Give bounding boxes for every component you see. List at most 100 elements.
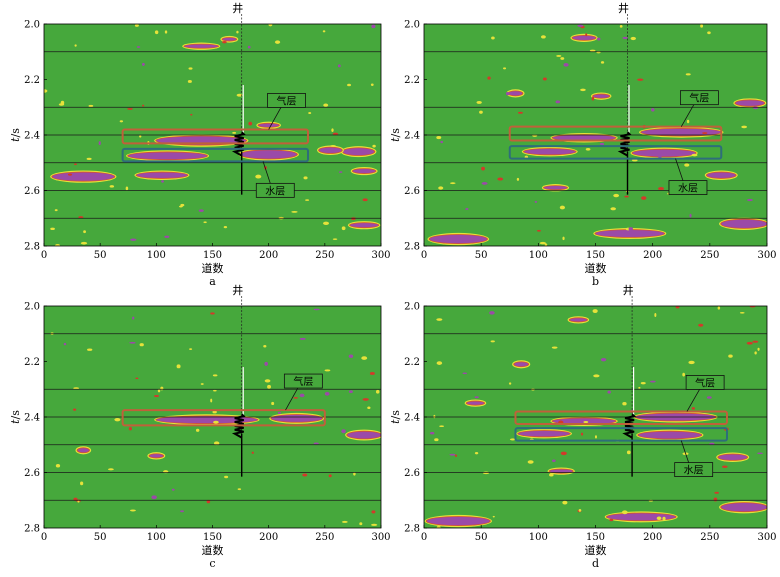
speckle — [624, 195, 629, 198]
callout-leader — [686, 388, 701, 412]
speckle — [128, 426, 132, 431]
speckle — [628, 227, 634, 231]
y-tick-label: 2.2 — [404, 75, 420, 86]
speckle — [77, 500, 80, 503]
x-tick-label: 100 — [529, 250, 548, 261]
speckle — [702, 132, 708, 134]
speckle — [662, 516, 666, 521]
speckle — [505, 92, 510, 96]
x-axis-label: 道数 — [585, 543, 607, 557]
speckle — [544, 243, 548, 246]
speckle — [691, 153, 698, 157]
speckle — [436, 525, 441, 528]
speckle — [436, 318, 443, 321]
speckle — [271, 401, 275, 406]
x-axis-label: 道数 — [585, 261, 607, 275]
anomaly — [552, 135, 616, 141]
speckle — [187, 80, 192, 83]
speckle — [560, 57, 565, 60]
speckle — [369, 371, 375, 375]
speckle — [691, 407, 696, 410]
y-tick-label: 2.0 — [24, 20, 40, 31]
y-axis-label: t/s — [389, 128, 402, 142]
x-tick-label: 250 — [315, 250, 334, 261]
speckle — [619, 25, 623, 28]
speckle — [308, 111, 312, 114]
speckle — [180, 203, 185, 207]
y-axis-label-symbol: t — [389, 137, 402, 142]
speckle — [154, 394, 160, 398]
speckle — [583, 420, 589, 424]
speckle — [54, 209, 58, 212]
speckle — [222, 41, 227, 44]
speckle — [370, 83, 374, 86]
speckle — [686, 119, 690, 124]
speckle — [589, 49, 596, 52]
speckle — [80, 481, 84, 486]
well-label: 井 — [618, 1, 629, 15]
speckle — [536, 229, 541, 232]
anomaly — [271, 414, 323, 422]
speckle — [255, 174, 262, 179]
speckle — [741, 125, 748, 129]
y-tick-label: 2.8 — [404, 524, 420, 535]
x-tick-label: 300 — [371, 532, 390, 543]
speckle — [367, 406, 371, 409]
panel-caption: a — [209, 275, 216, 288]
x-tick-label: 150 — [203, 250, 222, 261]
anomaly — [352, 168, 376, 174]
speckle — [641, 196, 647, 200]
y-axis-label-unit: /s — [389, 128, 402, 138]
speckle — [351, 217, 356, 221]
anomaly — [718, 454, 747, 461]
speckle — [98, 141, 101, 146]
y-tick-label: 2.0 — [24, 302, 40, 313]
speckle — [87, 348, 93, 351]
speckle — [638, 386, 641, 389]
speckle — [754, 351, 757, 355]
speckle — [348, 354, 354, 358]
water-layer-label: 水层 — [684, 465, 704, 477]
speckle — [600, 61, 605, 64]
well-log-curve — [617, 131, 632, 157]
y-tick-label: 2.8 — [24, 524, 40, 535]
speckle — [198, 209, 204, 212]
x-tick-label: 200 — [643, 532, 662, 543]
speckle — [139, 135, 142, 138]
speckle — [474, 452, 479, 455]
speckle — [449, 182, 456, 185]
callout-box — [674, 462, 714, 477]
y-tick-label: 2.6 — [24, 186, 40, 197]
y-tick-label: 2.6 — [404, 468, 420, 479]
speckle — [127, 107, 133, 110]
speckle — [489, 311, 495, 315]
speckle — [160, 386, 164, 391]
anomaly — [552, 418, 616, 424]
speckle — [212, 410, 217, 414]
x-tick-label: 200 — [259, 250, 278, 261]
speckle — [658, 187, 665, 191]
speckle — [142, 62, 145, 66]
speckle — [154, 30, 159, 35]
speckle — [322, 30, 326, 33]
speckle — [707, 31, 711, 35]
speckle — [188, 67, 193, 70]
speckle — [487, 76, 491, 80]
speckle — [497, 177, 504, 181]
speckle — [462, 372, 468, 375]
speckle — [212, 389, 217, 392]
speckle — [341, 226, 346, 231]
callout-leader — [285, 386, 299, 411]
gas-layer-box — [121, 409, 326, 427]
anomaly — [258, 123, 279, 127]
callout-box — [267, 93, 306, 108]
speckle — [212, 374, 218, 377]
speckle — [313, 308, 320, 311]
speckle — [757, 347, 760, 351]
speckle — [291, 210, 298, 213]
anomaly — [721, 219, 767, 228]
anomaly — [549, 469, 573, 473]
speckle — [580, 432, 584, 436]
